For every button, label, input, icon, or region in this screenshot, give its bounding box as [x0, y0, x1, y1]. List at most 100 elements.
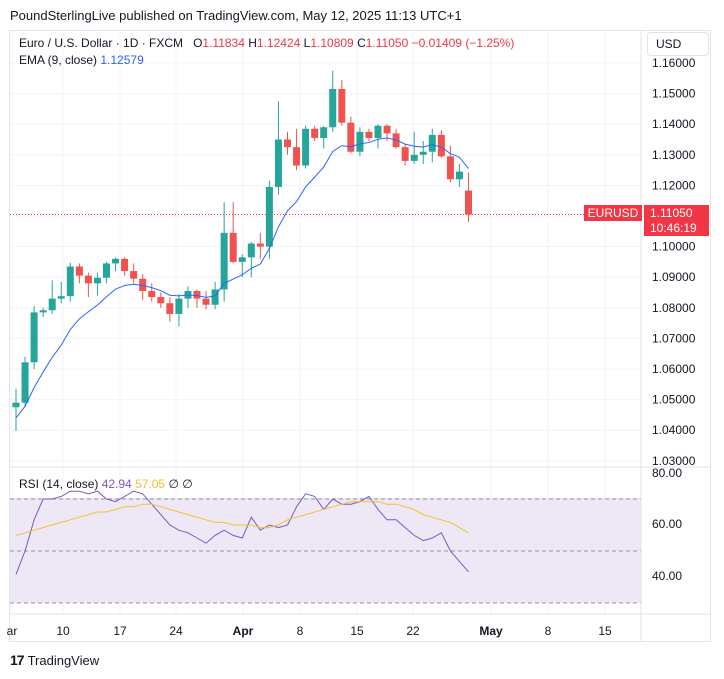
high-value: 1.12424	[256, 36, 301, 50]
rsi-band-lines	[10, 498, 641, 604]
publish-header: PoundSterlingLive published on TradingVi…	[10, 8, 462, 23]
rsi-ma-value: 57.05	[135, 477, 166, 491]
time-tick-label: 8	[545, 624, 552, 638]
ema-line	[15, 137, 469, 419]
price-tick-label: 1.06000	[652, 362, 696, 376]
candle-body	[293, 147, 301, 166]
price-tick-label: 1.15000	[652, 87, 696, 101]
candle-body	[202, 298, 210, 305]
candle-body	[130, 271, 138, 279]
price-tick-label: 1.03000	[652, 454, 696, 468]
time-tick-label: 15	[598, 624, 612, 638]
candle-body	[446, 156, 454, 180]
rsi-band	[10, 498, 641, 603]
last-price-tag: EURUSD 1.11050 10:46:19	[584, 205, 709, 236]
time-axis-labels: ar 10 17 24 Apr 8 15 22 May 8 15	[7, 624, 612, 638]
candle-body	[57, 296, 65, 299]
symbol-title[interactable]: Euro / U.S. Dollar · 1D · FXCM	[19, 36, 184, 50]
candle-body	[175, 298, 183, 314]
candle-body	[193, 290, 201, 299]
currency-button[interactable]: USD	[647, 32, 709, 56]
price-tick-label: 1.14000	[652, 117, 696, 131]
candle-body	[256, 243, 264, 247]
tradingview-mark-icon: 17	[10, 652, 25, 668]
candle-body	[121, 258, 129, 272]
time-tick-label: 15	[350, 624, 364, 638]
candle-body	[238, 257, 246, 262]
candle-body	[229, 232, 237, 262]
time-tick-label: 22	[406, 624, 420, 638]
price-tick-label: 1.10000	[652, 240, 696, 254]
price-tag-box: 1.11050 10:46:19	[644, 205, 709, 236]
close-label: C	[357, 36, 366, 50]
price-tick-label: 1.13000	[652, 148, 696, 162]
candle-body	[211, 289, 219, 305]
time-tick-label: May	[479, 624, 503, 638]
price-tick-label: 1.12000	[652, 178, 696, 192]
time-tick-label: 10	[56, 624, 70, 638]
candle-body	[265, 186, 273, 247]
candle-body	[39, 310, 47, 313]
time-tick-label: 17	[113, 624, 127, 638]
time-tick-label: 8	[297, 624, 304, 638]
candle-body	[338, 89, 346, 123]
candle-body	[66, 266, 74, 297]
candle-body	[365, 131, 373, 138]
candle-body	[112, 258, 120, 264]
rsi-extra-2: ∅	[182, 477, 193, 491]
candle-body	[247, 243, 255, 258]
candle-body	[274, 139, 282, 187]
time-tick-label: 24	[169, 624, 183, 638]
tradingview-brand: TradingView	[27, 652, 100, 668]
price-tag-price: 1.11050	[650, 206, 693, 220]
candle-body	[75, 266, 83, 276]
candle-body	[30, 312, 38, 363]
candle-body	[220, 232, 228, 290]
rsi-line	[15, 490, 469, 575]
rsi-ma-line	[15, 501, 469, 536]
candle-body	[401, 147, 409, 161]
rsi-label: RSI (14, close)	[19, 477, 99, 491]
candle-body	[356, 131, 364, 152]
rsi-tick-label: 60.00	[652, 517, 682, 531]
ema-legend[interactable]: EMA (9, close) 1.12579	[19, 53, 144, 67]
rsi-axis-labels: 80.00 60.00 40.00	[652, 466, 682, 583]
high-label: H	[248, 36, 257, 50]
candle-body	[84, 275, 92, 284]
time-tick-label: ar	[7, 624, 18, 638]
candle-body	[383, 125, 391, 134]
candle-body	[148, 290, 156, 298]
candle-body	[157, 297, 165, 304]
low-value: 1.10809	[310, 36, 354, 50]
candle-body	[302, 128, 310, 166]
price-tick-label: 1.04000	[652, 423, 696, 437]
change-value: −0.01409 (−1.25%)	[411, 36, 515, 50]
time-tick-label: Apr	[233, 624, 254, 638]
rsi-value: 42.94	[101, 477, 132, 491]
candle-body	[284, 139, 291, 148]
tradingview-logo[interactable]: 17 TradingView	[10, 652, 99, 668]
candle-body	[12, 402, 20, 408]
open-value: 1.11834	[202, 36, 245, 50]
candle-body	[419, 151, 427, 155]
candle-body	[311, 128, 319, 138]
candle-body	[48, 298, 56, 311]
candle-body	[465, 190, 472, 215]
ema-value: 1.12579	[100, 53, 144, 67]
chart-frame	[9, 30, 711, 642]
candle-body	[347, 122, 355, 152]
candle-body	[428, 134, 436, 152]
candle-body	[437, 134, 445, 157]
rsi-legend[interactable]: RSI (14, close) 42.94 57.05 ∅ ∅	[19, 477, 193, 491]
rsi-tick-label: 40.00	[652, 569, 682, 583]
candle-body	[93, 277, 101, 284]
ohlc-legend: Euro / U.S. Dollar · 1D · FXCM O1.11834 …	[19, 36, 514, 50]
rsi-extra-1: ∅	[168, 477, 179, 491]
price-tick-label: 1.08000	[652, 301, 696, 315]
open-label: O	[193, 36, 203, 50]
candle-body	[21, 362, 29, 403]
low-label: L	[303, 36, 311, 50]
candles-layer	[12, 70, 472, 431]
candle-body	[329, 89, 337, 128]
